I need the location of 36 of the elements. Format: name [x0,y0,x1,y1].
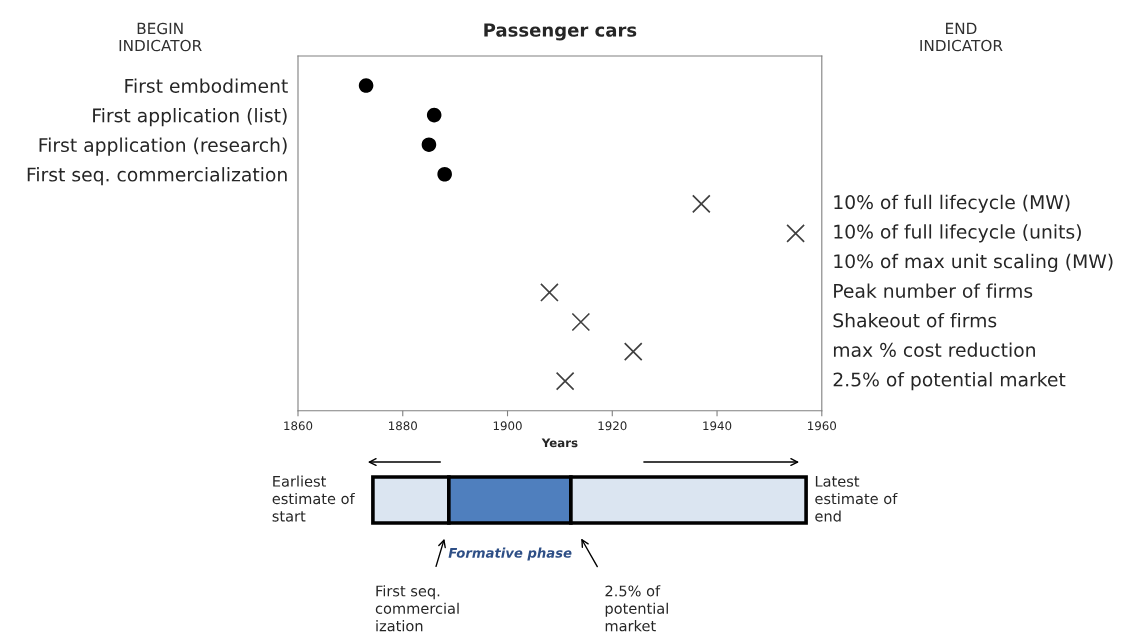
x-tick-label: 1900 [493,421,522,431]
x-axis-title: Years [541,438,578,448]
point [358,78,374,93]
y-tick-label: First embodiment [125,78,288,93]
text: Formative phase [448,547,572,561]
point [786,224,805,243]
chart-title: Passenger cars [484,23,637,41]
y-tick-label: First application (research) [39,137,287,156]
text: Earliest estimate of start [272,475,355,522]
x-tick-label: 1960 [808,421,837,431]
y2-tick-label: Shakeout of firms [833,312,997,328]
point [691,194,711,214]
x-tick-label: 1940 [703,421,732,431]
point [571,312,591,332]
x-tick-label: 1860 [284,421,313,431]
x-tick-label: 1880 [389,421,417,431]
y2-tick-label: 10% of full lifecycle (units) [834,224,1081,243]
text: BEGIN INDICATOR [119,22,202,52]
point [421,137,437,152]
y2-tick-label: 10% of max unit scaling (MW) [834,253,1113,272]
y2-tick-label: max % cost reduction [833,342,1035,358]
text: 2.5% of potential market [605,585,668,632]
y-tick-label: First application (list) [93,107,287,127]
y2-tick-label: 2.5% of potential market [833,372,1066,391]
y2-tick-label: Peak number of firms [834,283,1033,298]
y2-tick-label: 10% of full lifecycle (MW) [834,194,1070,213]
point [555,371,575,391]
point [623,342,643,361]
point [437,166,452,182]
text: First seq. commercial ization [375,585,459,632]
point [540,283,559,302]
y-tick-label: First seq. commercialization [27,167,287,186]
text: Latest estimate of end [815,475,898,522]
x-tick-label: 1920 [598,421,627,431]
point [426,107,442,123]
text: END INDICATOR [920,22,1003,52]
